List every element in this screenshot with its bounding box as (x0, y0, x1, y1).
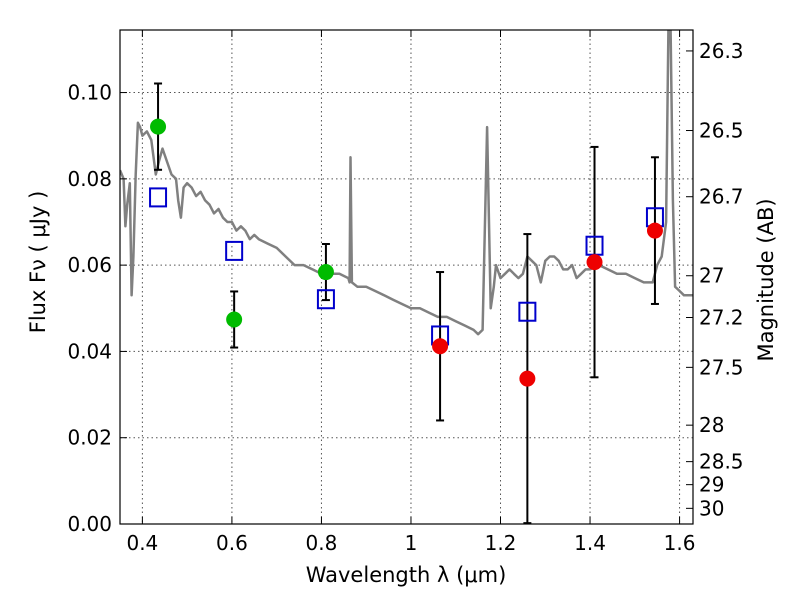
magnitude-tick-label: 26.7 (699, 185, 744, 209)
magnitude-tick-label: 27 (699, 264, 724, 288)
y-tick-label: 0.06 (67, 253, 112, 277)
plot-frame (119, 29, 694, 525)
observed-photometry-point (150, 118, 167, 135)
x-tick-label: 1.6 (664, 531, 696, 555)
model-photometry-square (518, 301, 537, 322)
observed-photometry-point (226, 311, 243, 328)
magnitude-tick-label: 28 (699, 413, 724, 437)
model-spectrum-line (120, 30, 693, 336)
x-tick-label: 1.2 (485, 531, 517, 555)
y-tick-label: 0.08 (67, 167, 112, 191)
observed-point-layer (150, 118, 663, 387)
x-tick-label: 0.8 (306, 531, 338, 555)
observed-photometry-point (519, 370, 536, 387)
x-tick-label: 1.4 (574, 531, 606, 555)
observed-photometry-point (646, 222, 663, 239)
model-photometry-square (149, 187, 168, 208)
x-axis-label: Wavelength λ (μm) (306, 563, 507, 587)
observed-photometry-point (317, 264, 334, 281)
x-tick-label: 1 (405, 531, 418, 555)
x-tick-labels: 0.4 0.6 0.8 1 1.2 1.4 1.6 (126, 531, 695, 555)
errorbar-layer (154, 82, 659, 525)
grid-lines (120, 30, 693, 525)
model-photometry-square (316, 289, 335, 310)
magnitude-tick-label: 26.5 (699, 119, 744, 143)
y-tick-label: 0.00 (67, 512, 112, 536)
magnitude-tick-label: 28.5 (699, 450, 744, 474)
observed-photometry-point (586, 254, 603, 271)
y-tick-label: 0.02 (67, 426, 112, 450)
y-tick-label: 0.10 (67, 81, 112, 105)
magnitude-tick-label: 29 (699, 473, 724, 497)
y-axis-label: Flux Fν ( μJy ) (26, 191, 50, 334)
model-photometry-square (225, 240, 244, 261)
x-tick-label: 0.4 (126, 531, 158, 555)
tick-marks (120, 30, 693, 525)
observed-photometry-point (432, 338, 449, 355)
magnitude-tick-label: 30 (699, 496, 724, 520)
y-tick-labels: 0.00 0.02 0.04 0.06 0.08 0.10 (67, 81, 112, 536)
magnitude-tick-label: 26.3 (699, 39, 744, 63)
magnitude-axis-label: Magnitude (AB) (754, 198, 778, 361)
spectrum-layer (120, 30, 693, 336)
x-tick-label: 0.6 (216, 531, 248, 555)
magnitude-tick-label: 27.5 (699, 355, 744, 379)
magnitude-tick-label: 27.2 (699, 305, 744, 329)
y-tick-label: 0.04 (67, 339, 112, 363)
